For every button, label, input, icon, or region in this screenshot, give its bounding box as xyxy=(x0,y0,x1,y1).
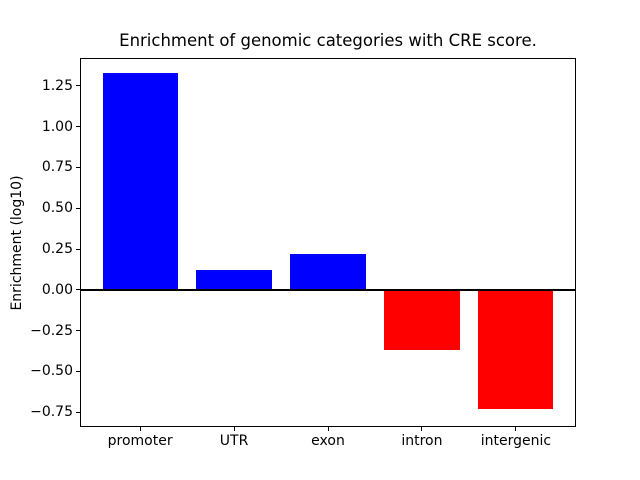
y-tick-label: 1.00 xyxy=(41,118,73,135)
x-tick-label-promoter: promoter xyxy=(107,433,173,449)
x-tick-mark xyxy=(327,427,329,431)
bar-intron xyxy=(384,289,460,351)
bar-intergenic xyxy=(478,289,554,410)
y-tick-label: 1.25 xyxy=(41,77,73,94)
x-tick-mark xyxy=(233,427,235,431)
x-tick-mark xyxy=(139,427,141,431)
y-tick-label: 0.25 xyxy=(41,241,73,258)
bar-promoter xyxy=(102,72,178,290)
y-tick-label: 0.75 xyxy=(41,159,73,176)
bar-UTR xyxy=(196,270,272,290)
x-tick-label-intron: intron xyxy=(401,433,443,449)
y-tick-label: −0.50 xyxy=(30,363,73,380)
y-tick-label: −0.25 xyxy=(30,322,73,339)
x-tick-label-UTR: UTR xyxy=(219,433,249,449)
chart-title: Enrichment of genomic categories with CR… xyxy=(119,31,537,50)
x-tick-label-intergenic: intergenic xyxy=(480,433,552,449)
y-tick-label: −0.75 xyxy=(30,404,73,421)
x-tick-mark xyxy=(515,427,517,431)
y-tick-mark xyxy=(76,330,80,332)
y-tick-mark xyxy=(76,85,80,87)
y-tick-mark xyxy=(76,207,80,209)
y-tick-mark xyxy=(76,411,80,413)
y-tick-label: 0.00 xyxy=(41,281,73,298)
y-tick-mark xyxy=(76,370,80,372)
zero-line xyxy=(80,288,576,291)
y-tick-mark xyxy=(76,289,80,291)
y-tick-mark xyxy=(76,248,80,250)
x-tick-mark xyxy=(421,427,423,431)
x-tick-label-exon: exon xyxy=(311,433,345,449)
bar-exon xyxy=(290,253,366,290)
y-tick-mark xyxy=(76,126,80,128)
y-tick-label: 0.50 xyxy=(41,200,73,217)
y-tick-mark xyxy=(76,166,80,168)
